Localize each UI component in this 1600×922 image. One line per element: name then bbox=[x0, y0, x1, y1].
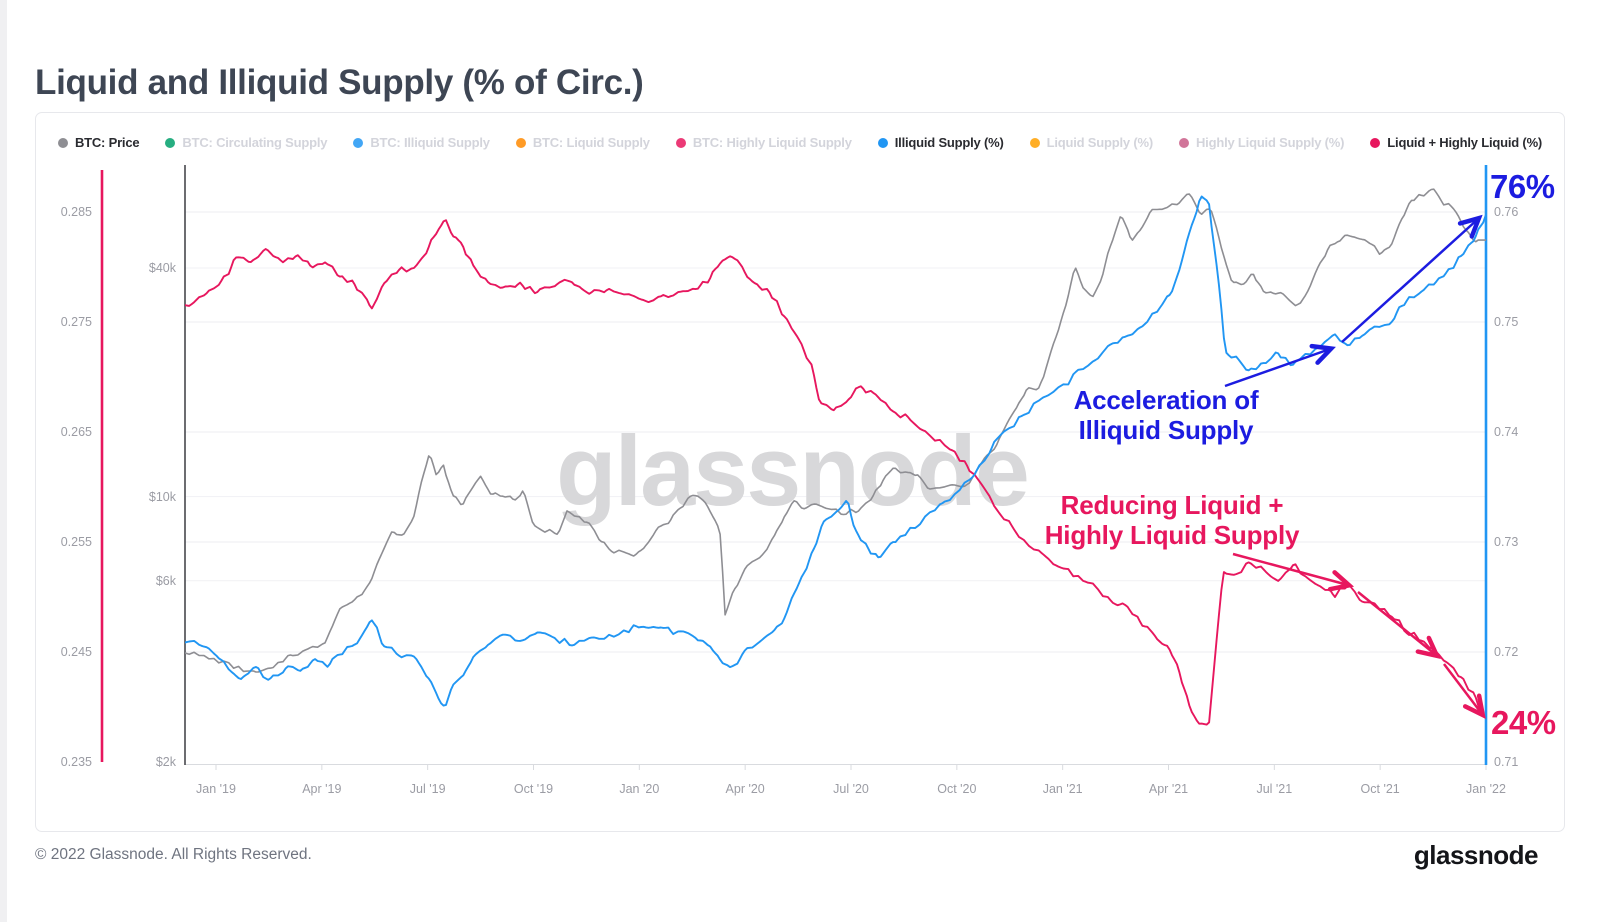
legend-dot bbox=[877, 137, 888, 148]
chart-card: BTC: Price BTC: Circulating Supply BTC: Il… bbox=[35, 112, 1565, 832]
page-left-edge bbox=[0, 0, 7, 922]
legend-label: BTC: Highly Liquid Supply bbox=[692, 135, 852, 150]
legend-label: Liquid + Highly Liquid (%) bbox=[1387, 135, 1543, 150]
legend-label: BTC: Liquid Supply bbox=[532, 135, 650, 150]
legend-item-btc-highly-liquid-supply[interactable]: BTC: Highly Liquid Supply bbox=[675, 135, 852, 150]
legend-dot bbox=[1029, 137, 1040, 148]
copyright-text: © 2022 Glassnode. All Rights Reserved. bbox=[35, 846, 312, 863]
legend-dot bbox=[57, 137, 68, 148]
chart-legend: BTC: Price BTC: Circulating Supply BTC: Il… bbox=[36, 135, 1564, 150]
legend-item-btc-price[interactable]: BTC: Price bbox=[57, 135, 140, 150]
legend-dot bbox=[1370, 137, 1381, 148]
legend-item-liquid-supply[interactable]: Liquid Supply (%) bbox=[1029, 135, 1154, 150]
page-title: Liquid and Illiquid Supply (% of Circ.) bbox=[35, 63, 644, 103]
legend-label: BTC: Circulating Supply bbox=[182, 135, 328, 150]
legend-dot bbox=[165, 137, 176, 148]
legend-label: Liquid Supply (%) bbox=[1046, 135, 1154, 150]
legend-item-highly-liquid-supply[interactable]: Highly Liquid Supply (%) bbox=[1178, 135, 1345, 150]
legend-item-btc-circulating-supply[interactable]: BTC: Circulating Supply bbox=[165, 135, 328, 150]
legend-dot bbox=[1178, 137, 1189, 148]
legend-label: BTC: Price bbox=[74, 135, 140, 150]
legend-item-btc-illiquid-supply[interactable]: BTC: Illiquid Supply bbox=[353, 135, 490, 150]
legend-label: BTC: Illiquid Supply bbox=[370, 135, 490, 150]
legend-item-liquid-highly-liquid[interactable]: Liquid + Highly Liquid (%) bbox=[1370, 135, 1542, 150]
legend-dot bbox=[353, 137, 364, 148]
legend-item-illiquid-supply[interactable]: Illiquid Supply (%) bbox=[877, 135, 1004, 150]
legend-label: Illiquid Supply (%) bbox=[894, 135, 1004, 150]
glassnode-logo: glassnode bbox=[1413, 840, 1539, 870]
legend-item-btc-liquid-supply[interactable]: BTC: Liquid Supply bbox=[515, 135, 650, 150]
legend-dot bbox=[675, 137, 686, 148]
legend-dot bbox=[515, 137, 526, 148]
legend-label: Highly Liquid Supply (%) bbox=[1195, 135, 1345, 150]
